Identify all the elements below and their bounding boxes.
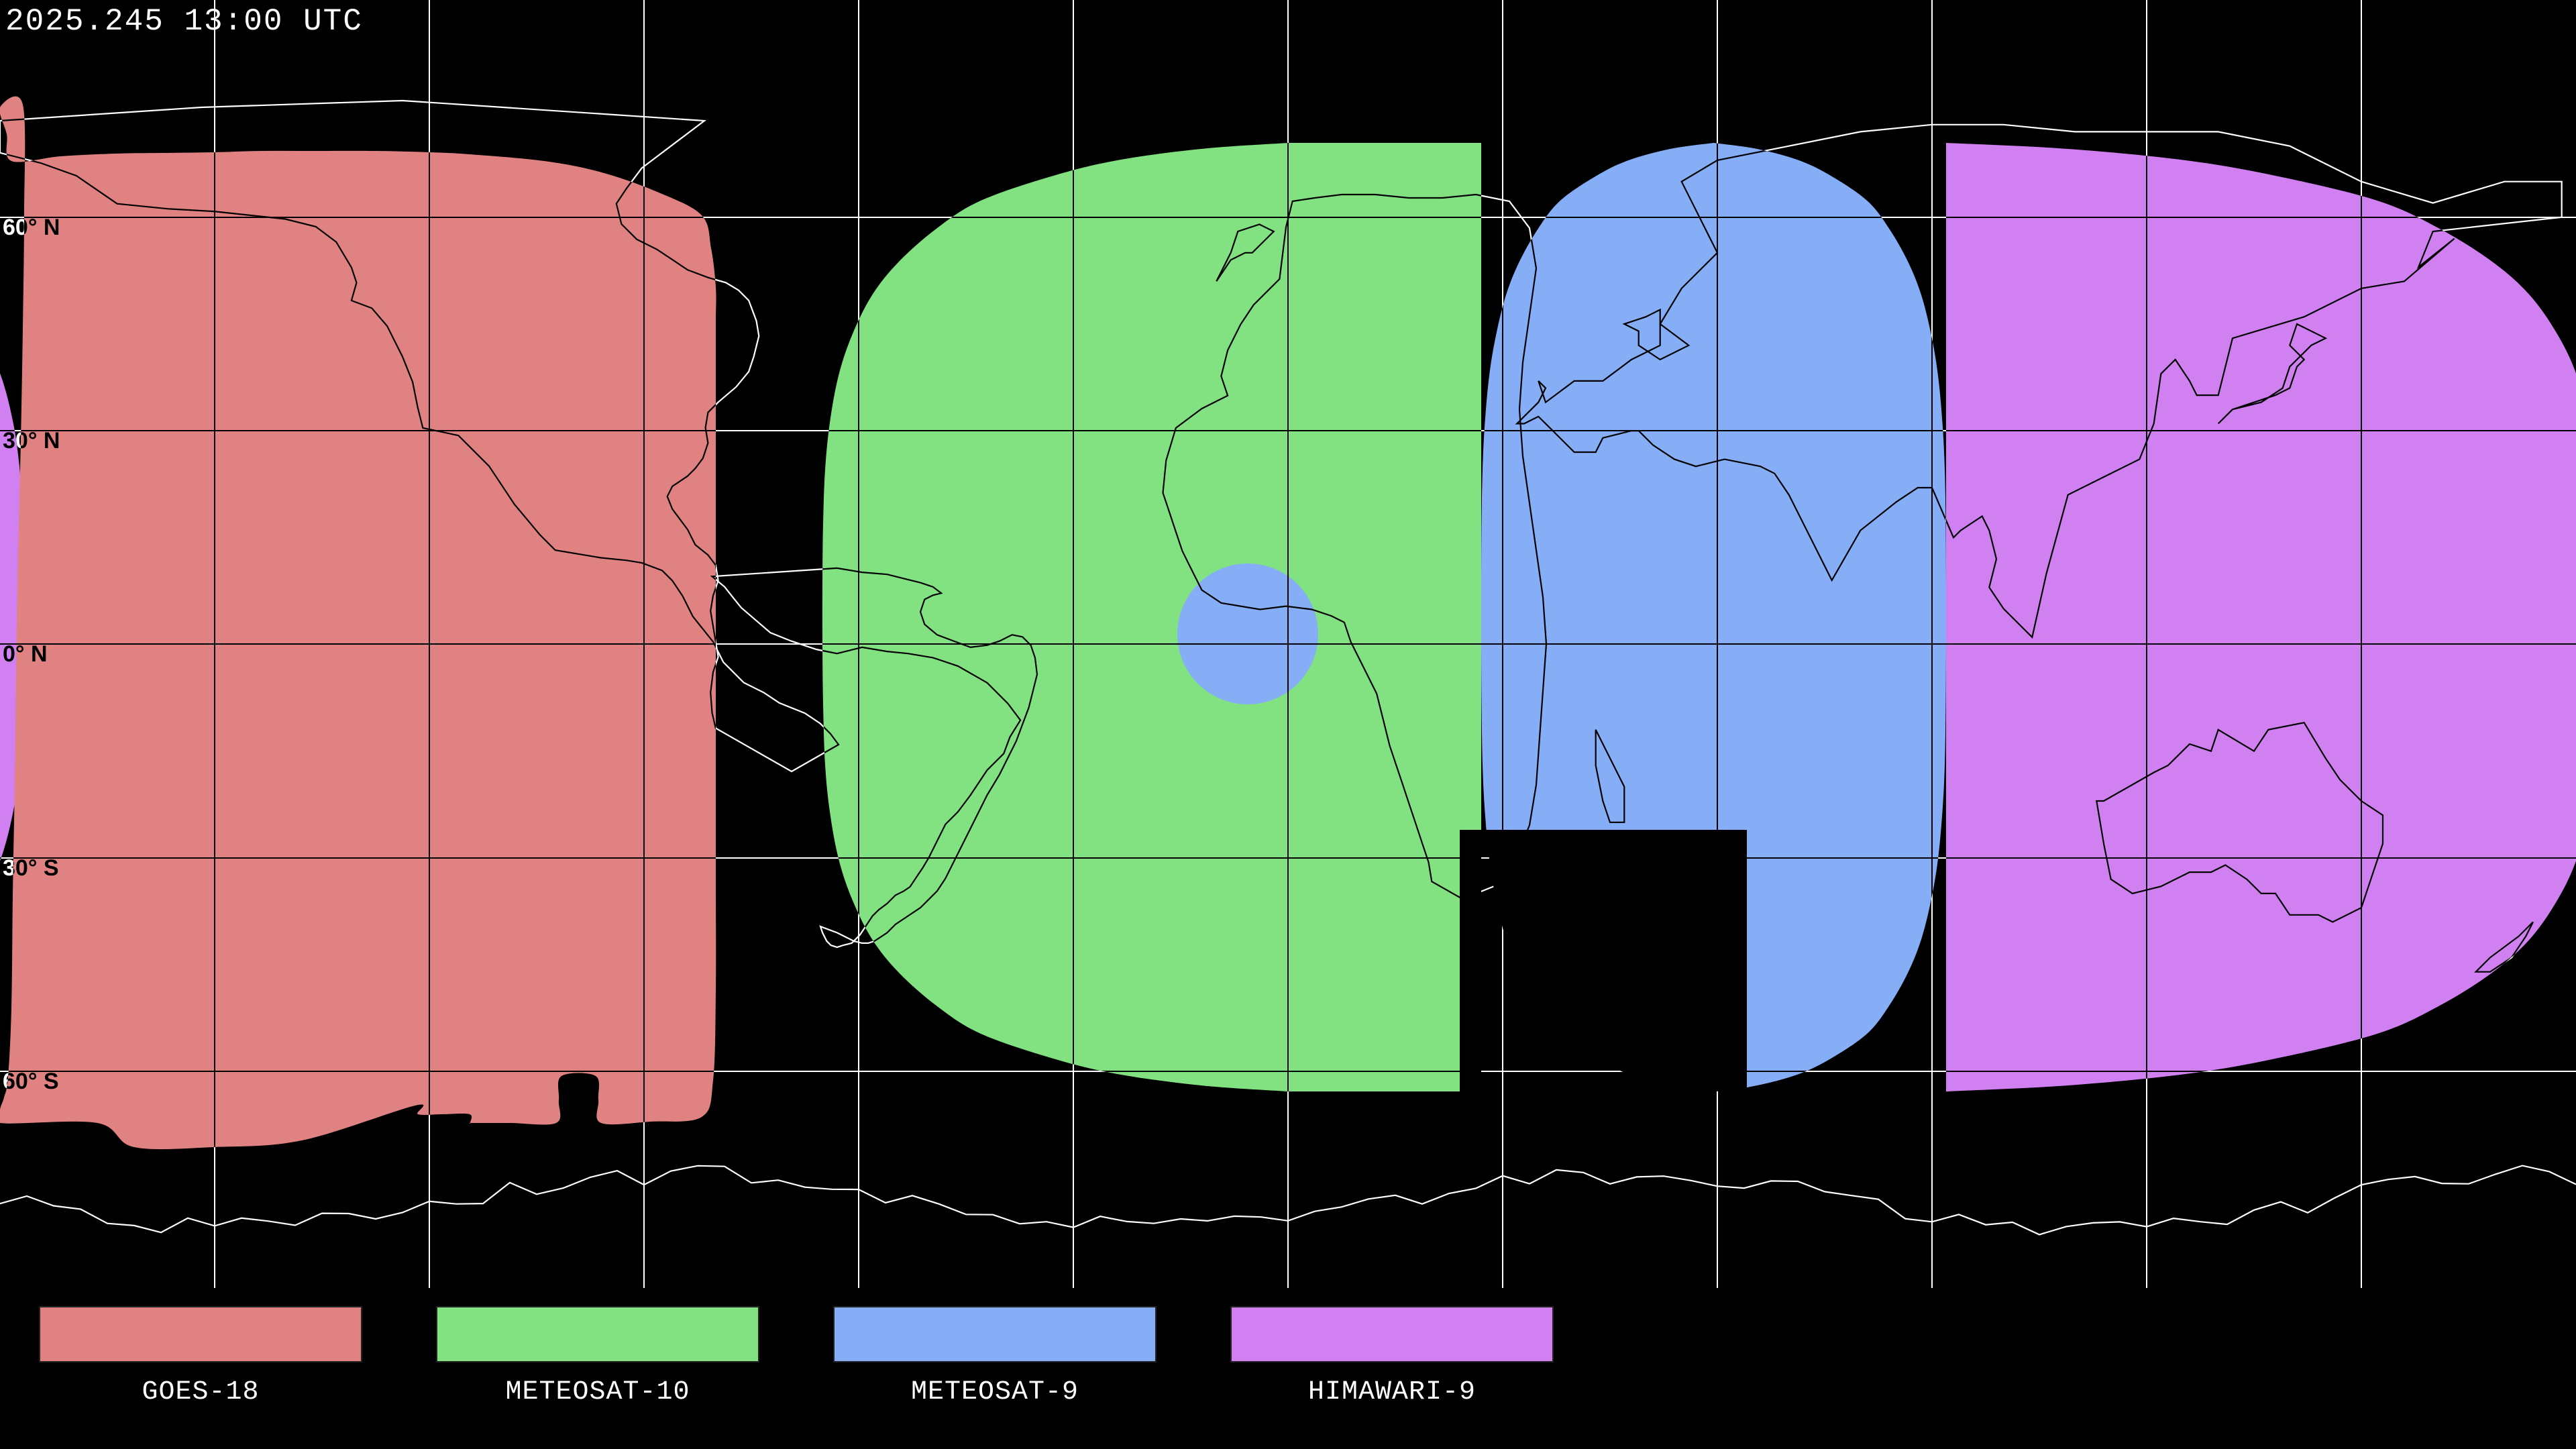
svg-text:60° N: 60° N	[3, 215, 60, 240]
svg-text:0° N: 0° N	[3, 641, 48, 667]
svg-text:30° S: 30° S	[3, 855, 59, 881]
svg-text:60° S: 60° S	[3, 1069, 59, 1094]
svg-text:30° N: 30° N	[3, 428, 60, 453]
